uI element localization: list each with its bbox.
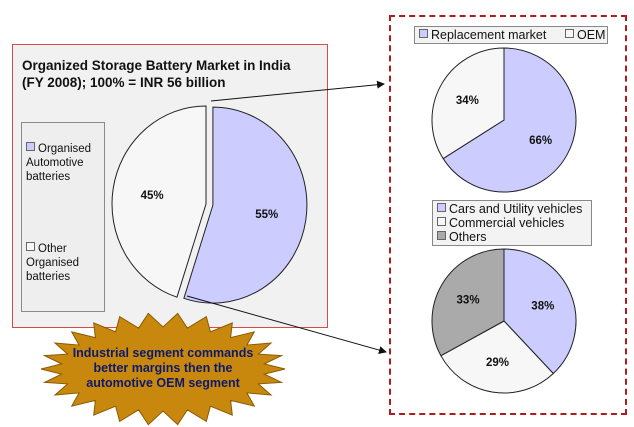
legend-label: Cars and Utility vehicles: [449, 202, 583, 216]
legend-label: Commercial vehicles: [449, 216, 565, 230]
legend-label: OEM: [577, 28, 606, 42]
legend-swatch: [419, 29, 428, 38]
legend-swatch: [26, 242, 35, 251]
legend-swatch: [437, 203, 446, 212]
chart-title: Organized Storage Battery Market in Indi…: [22, 57, 322, 91]
legend-item-others: Others: [437, 230, 487, 244]
vehicle-type-legend: Cars and Utility vehicles Commercial veh…: [432, 200, 592, 246]
vehicle-type-pie-chart: 38% 29% 33%: [431, 248, 577, 394]
pie-slice-others: [431, 248, 505, 357]
legend-swatch: [437, 231, 446, 240]
callout-line-3: automotive OEM segment: [86, 376, 240, 390]
main-pie-legend: Organised Automotive batteries Other Org…: [21, 122, 105, 312]
chart-title-line-1: Organized Storage Battery Market in Indi…: [22, 58, 291, 73]
legend-item-commercial: Commercial vehicles: [437, 216, 564, 230]
legend-item-replacement: Replacement market: [419, 28, 546, 42]
slice-label-cars-and-utility-vehicles: 38%: [531, 301, 554, 313]
pie-slice-commercial-vehicles: [440, 320, 554, 394]
legend-item-cars-utility: Cars and Utility vehicles: [437, 202, 582, 216]
slice-label-oem: 34%: [456, 95, 479, 107]
pie-slice-other-organised-batteries: [111, 105, 207, 298]
chart-title-line-2: (FY 2008); 100% = INR 56 billion: [22, 75, 226, 90]
legend-item-other-organised: Other Organised batteries: [26, 242, 104, 284]
legend-label: Replacement market: [431, 28, 547, 42]
market-type-pie-chart: 66% 34%: [431, 47, 577, 193]
legend-item-organised-automotive: Organised Automotive batteries: [26, 142, 104, 184]
pie-slice-organised-automotive-batteries: [183, 106, 308, 304]
connector-arrow-top: [210, 80, 385, 102]
slice-label-other-organised-batteries: 45%: [141, 190, 164, 202]
slice-label-organised-automotive-batteries: 55%: [255, 209, 278, 221]
connector-arrow-bottom: [186, 295, 387, 354]
callout-line-2: better margins then the: [93, 361, 233, 375]
breakdown-panel: [389, 15, 627, 415]
legend-item-oem: OEM: [565, 28, 605, 42]
pie-slice-cars-and-utility-vehicles: [503, 248, 577, 375]
slice-label-others: 33%: [457, 295, 480, 307]
legend-swatch: [437, 217, 446, 226]
legend-label: Other: [38, 243, 67, 255]
legend-label: Automotive: [26, 157, 84, 169]
callout-text: Industrial segment commands better margi…: [58, 346, 268, 391]
legend-swatch: [26, 142, 35, 151]
legend-label: batteries: [26, 271, 71, 283]
slice-label-commercial-vehicles: 29%: [486, 357, 509, 369]
main-pie-chart: 55% 45%: [111, 105, 308, 304]
legend-label: batteries: [26, 171, 71, 183]
pie-slice-oem: [431, 47, 505, 160]
callout-line-1: Industrial segment commands: [72, 346, 254, 360]
market-type-legend: Replacement market OEM: [414, 26, 608, 44]
pie-slice-replacement-market: [442, 47, 577, 193]
legend-label: Organised: [26, 257, 80, 269]
legend-label: Others: [449, 230, 487, 244]
callout-starburst-shape: [40, 312, 286, 426]
legend-swatch: [565, 29, 574, 38]
legend-label: Organised: [38, 143, 92, 155]
slice-label-replacement-market: 66%: [529, 135, 552, 147]
